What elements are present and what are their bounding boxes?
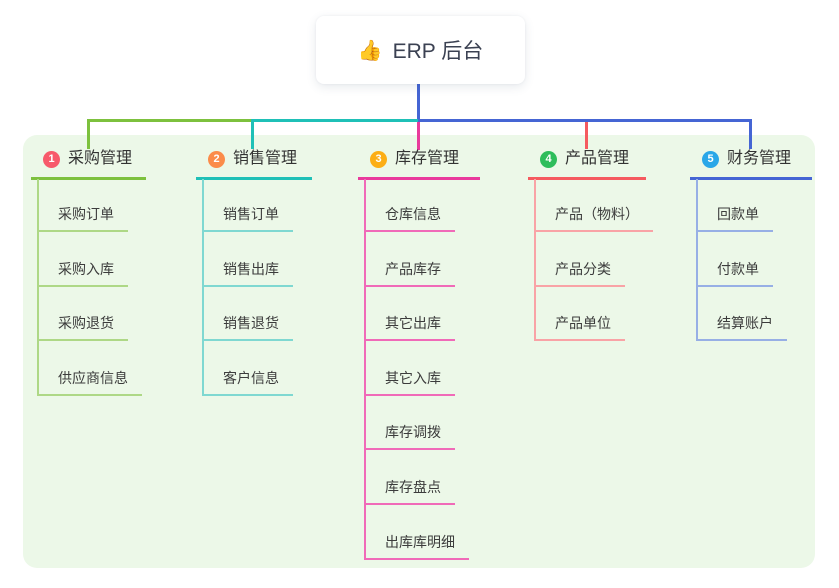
- child-node[interactable]: 销售订单: [204, 205, 293, 232]
- child-node[interactable]: 客户信息: [204, 369, 293, 396]
- branch-label: 库存管理: [395, 150, 460, 167]
- child-node[interactable]: 采购入库: [39, 260, 128, 287]
- child-node[interactable]: 产品分类: [536, 260, 625, 287]
- child-node[interactable]: 出库库明细: [366, 533, 469, 560]
- branch-number-badge: 2: [208, 150, 225, 168]
- branch-header-purchase[interactable]: 1 采购管理: [31, 148, 146, 180]
- child-node[interactable]: 产品单位: [536, 314, 625, 341]
- child-node[interactable]: 库存盘点: [366, 478, 455, 505]
- root-node-label: ERP 后台: [392, 40, 484, 63]
- child-node[interactable]: 其它入库: [366, 369, 455, 396]
- child-node[interactable]: 库存调拨: [366, 423, 455, 450]
- branch-header-sales[interactable]: 2 销售管理: [196, 148, 312, 180]
- branch-5-drop-connector: [749, 119, 752, 149]
- root-stem-connector: [417, 84, 420, 121]
- child-node[interactable]: 产品（物料）: [536, 205, 653, 232]
- branch-2-drop-connector: [251, 119, 254, 149]
- root-node[interactable]: 👍 ERP 后台: [316, 16, 525, 84]
- child-node[interactable]: 仓库信息: [366, 205, 455, 232]
- branch-label: 采购管理: [68, 150, 133, 167]
- bus-connector-green: [87, 119, 251, 122]
- branch-1-drop-connector: [87, 119, 90, 149]
- branch-node-inventory: 3 库存管理 仓库信息 产品库存 其它出库 其它入库 库存调拨 库存盘点 出库库…: [358, 148, 480, 560]
- child-node[interactable]: 采购订单: [39, 205, 128, 232]
- child-node[interactable]: 销售退货: [204, 314, 293, 341]
- branch-number-badge: 5: [702, 150, 719, 168]
- branch-header-finance[interactable]: 5 财务管理: [690, 148, 812, 180]
- branch-3-drop-connector: [417, 119, 420, 150]
- thumbs-up-icon: 👍: [357, 39, 383, 62]
- branch-header-product[interactable]: 4 产品管理: [528, 148, 646, 180]
- branch-header-inventory[interactable]: 3 库存管理: [358, 148, 480, 180]
- branch-number-badge: 1: [43, 150, 60, 168]
- branch-node-finance: 5 财务管理 回款单 付款单 结算账户: [690, 148, 812, 341]
- branch-children-group: 回款单 付款单 结算账户: [696, 179, 787, 341]
- bus-connector-blue: [418, 119, 752, 122]
- branch-label: 销售管理: [233, 150, 298, 167]
- child-node[interactable]: 回款单: [698, 205, 773, 232]
- branch-4-drop-connector: [585, 119, 588, 149]
- branches-panel: [23, 135, 815, 568]
- child-node[interactable]: 付款单: [698, 260, 773, 287]
- branch-number-badge: 3: [370, 150, 387, 168]
- branch-children-group: 仓库信息 产品库存 其它出库 其它入库 库存调拨 库存盘点 出库库明细: [364, 179, 469, 560]
- branch-children-group: 销售订单 销售出库 销售退货 客户信息: [202, 179, 293, 396]
- branch-node-purchase: 1 采购管理 采购订单 采购入库 采购退货 供应商信息: [31, 148, 146, 396]
- branch-children-group: 产品（物料） 产品分类 产品单位: [534, 179, 653, 341]
- branch-node-product: 4 产品管理 产品（物料） 产品分类 产品单位: [528, 148, 653, 341]
- child-node[interactable]: 供应商信息: [39, 369, 142, 396]
- child-node[interactable]: 结算账户: [698, 314, 787, 341]
- branch-node-sales: 2 销售管理 销售订单 销售出库 销售退货 客户信息: [196, 148, 312, 396]
- child-node[interactable]: 销售出库: [204, 260, 293, 287]
- branch-number-badge: 4: [540, 150, 557, 168]
- child-node[interactable]: 产品库存: [366, 260, 455, 287]
- bus-connector-teal: [251, 119, 418, 122]
- branch-label: 产品管理: [565, 150, 630, 167]
- child-node[interactable]: 采购退货: [39, 314, 128, 341]
- branch-label: 财务管理: [727, 150, 792, 167]
- branch-children-group: 采购订单 采购入库 采购退货 供应商信息: [37, 179, 142, 396]
- child-node[interactable]: 其它出库: [366, 314, 455, 341]
